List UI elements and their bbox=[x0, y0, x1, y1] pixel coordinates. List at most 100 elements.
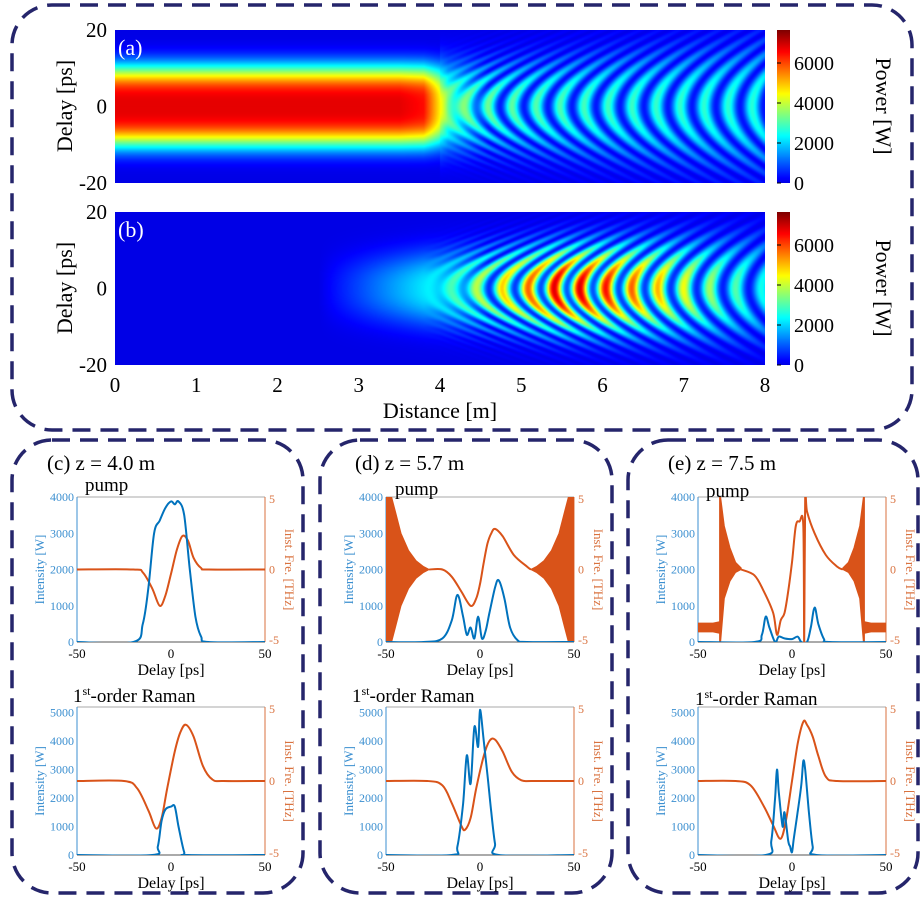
title-part: 1 bbox=[73, 686, 83, 707]
right-y-tick-label: 5 bbox=[269, 702, 275, 716]
title-part: st bbox=[362, 684, 371, 698]
intensity-line bbox=[698, 759, 886, 855]
y-axis-label: Delay [ps] bbox=[52, 242, 77, 334]
left-y-axis-label: Intensity [W] bbox=[341, 746, 356, 816]
frequency-line bbox=[698, 719, 886, 840]
x-axis-label: Delay [ps] bbox=[758, 662, 825, 679]
frequency-line bbox=[740, 497, 844, 642]
x-tick-label: -50 bbox=[689, 646, 706, 661]
plot-title-pump: pump bbox=[395, 479, 438, 500]
series-group bbox=[698, 719, 886, 855]
colorbar-label: Power [W] bbox=[871, 239, 896, 336]
right-y-axis-label: Inst. Fre. [THz] bbox=[591, 740, 606, 822]
x-tick-label: 1 bbox=[191, 373, 202, 397]
left-y-axis-label: Intensity [W] bbox=[32, 746, 47, 816]
title-part: st bbox=[705, 687, 714, 701]
x-tick-label: 8 bbox=[760, 373, 771, 397]
left-y-tick-label: 1000 bbox=[671, 820, 695, 834]
left-y-tick-label: 5000 bbox=[671, 706, 695, 720]
colorbar-tick-label: 4000 bbox=[794, 93, 834, 115]
x-axis-label: Delay [ps] bbox=[446, 875, 513, 892]
x-tick-label: -50 bbox=[377, 859, 394, 874]
left-y-axis-label: Intensity [W] bbox=[653, 746, 668, 816]
colorbar-tick-label: 6000 bbox=[794, 53, 834, 75]
left-y-tick-label: 3000 bbox=[359, 763, 383, 777]
left-y-tick-label: 2000 bbox=[671, 563, 695, 577]
x-tick-label: 50 bbox=[259, 859, 272, 874]
y-axis-label: Delay [ps] bbox=[52, 60, 77, 152]
colorbar-tick-label: 6000 bbox=[794, 235, 834, 257]
left-y-tick-label: 4000 bbox=[50, 734, 74, 748]
title-part: -order Raman bbox=[713, 689, 818, 710]
x-tick-label: 50 bbox=[568, 646, 581, 661]
plot-title-raman: 1st-order Raman bbox=[695, 687, 818, 710]
frequency-line bbox=[429, 527, 532, 607]
frequency-line bbox=[77, 723, 265, 830]
right-y-axis-label: Inst. Fre. [THz] bbox=[903, 529, 918, 611]
intensity-line bbox=[386, 578, 574, 642]
x-axis-label: Distance [m] bbox=[383, 398, 497, 423]
right-y-tick-label: 0 bbox=[269, 563, 275, 577]
right-y-tick-label: 5 bbox=[269, 492, 275, 506]
colorbar-tick-label: 0 bbox=[794, 355, 804, 377]
colorbar-tick-label: 2000 bbox=[794, 133, 834, 155]
left-y-tick-label: 5000 bbox=[359, 706, 383, 720]
right-y-tick-label: -5 bbox=[578, 633, 588, 647]
x-axis-label: Delay [ps] bbox=[137, 662, 204, 679]
dashed-frame-0 bbox=[10, 3, 914, 432]
panel-label-a: (a) bbox=[118, 35, 142, 60]
frequency-oscillation-band bbox=[529, 497, 574, 642]
left-y-tick-label: 4000 bbox=[671, 490, 695, 504]
series-group bbox=[698, 497, 886, 642]
x-tick-label: 0 bbox=[168, 646, 175, 661]
right-y-tick-label: -5 bbox=[269, 846, 279, 860]
x-tick-label: -50 bbox=[68, 646, 85, 661]
left-y-tick-label: 0 bbox=[377, 848, 383, 862]
x-tick-label: 50 bbox=[880, 859, 893, 874]
right-y-tick-label: 5 bbox=[890, 702, 896, 716]
title-part: 1 bbox=[695, 689, 705, 710]
left-y-tick-label: 4000 bbox=[50, 490, 74, 504]
left-y-axis-label: Intensity [W] bbox=[653, 535, 668, 605]
left-y-tick-label: 5000 bbox=[50, 706, 74, 720]
x-axis-label: Delay [ps] bbox=[446, 662, 513, 679]
left-y-tick-label: 2000 bbox=[50, 791, 74, 805]
x-tick-label: 3 bbox=[354, 373, 365, 397]
frequency-line bbox=[77, 534, 265, 607]
left-y-tick-label: 3000 bbox=[671, 763, 695, 777]
left-y-tick-label: 4000 bbox=[359, 490, 383, 504]
left-y-tick-label: 1000 bbox=[50, 599, 74, 613]
x-tick-label: 0 bbox=[110, 373, 121, 397]
x-tick-label: 50 bbox=[568, 859, 581, 874]
right-y-tick-label: 5 bbox=[578, 702, 584, 716]
colorbar-label: Power [W] bbox=[871, 57, 896, 154]
left-y-tick-label: 3000 bbox=[50, 526, 74, 540]
left-y-tick-label: 0 bbox=[68, 635, 74, 649]
x-tick-label: 0 bbox=[789, 646, 796, 661]
intensity-line bbox=[77, 804, 265, 855]
title-part: 1 bbox=[352, 686, 362, 707]
panel-label: (d) z = 5.7 m bbox=[355, 451, 464, 475]
x-tick-label: -50 bbox=[689, 859, 706, 874]
right-y-axis-label: Inst. Fre. [THz] bbox=[282, 529, 297, 611]
right-y-tick-label: 5 bbox=[578, 492, 584, 506]
left-y-tick-label: 1000 bbox=[359, 599, 383, 613]
right-y-axis-label: Inst. Fre. [THz] bbox=[591, 529, 606, 611]
colorbar-tick-label: 0 bbox=[794, 173, 804, 195]
left-y-tick-label: 0 bbox=[68, 848, 74, 862]
right-y-tick-label: 0 bbox=[578, 563, 584, 577]
x-axis-label: Delay [ps] bbox=[758, 875, 825, 892]
right-y-tick-label: 0 bbox=[269, 774, 275, 788]
series-group bbox=[77, 723, 265, 855]
heatmap-raman-power bbox=[115, 212, 765, 365]
right-y-tick-label: -5 bbox=[578, 846, 588, 860]
left-y-tick-label: 0 bbox=[377, 635, 383, 649]
left-y-tick-label: 2000 bbox=[359, 563, 383, 577]
right-y-tick-label: 0 bbox=[890, 563, 896, 577]
x-tick-label: 50 bbox=[880, 646, 893, 661]
